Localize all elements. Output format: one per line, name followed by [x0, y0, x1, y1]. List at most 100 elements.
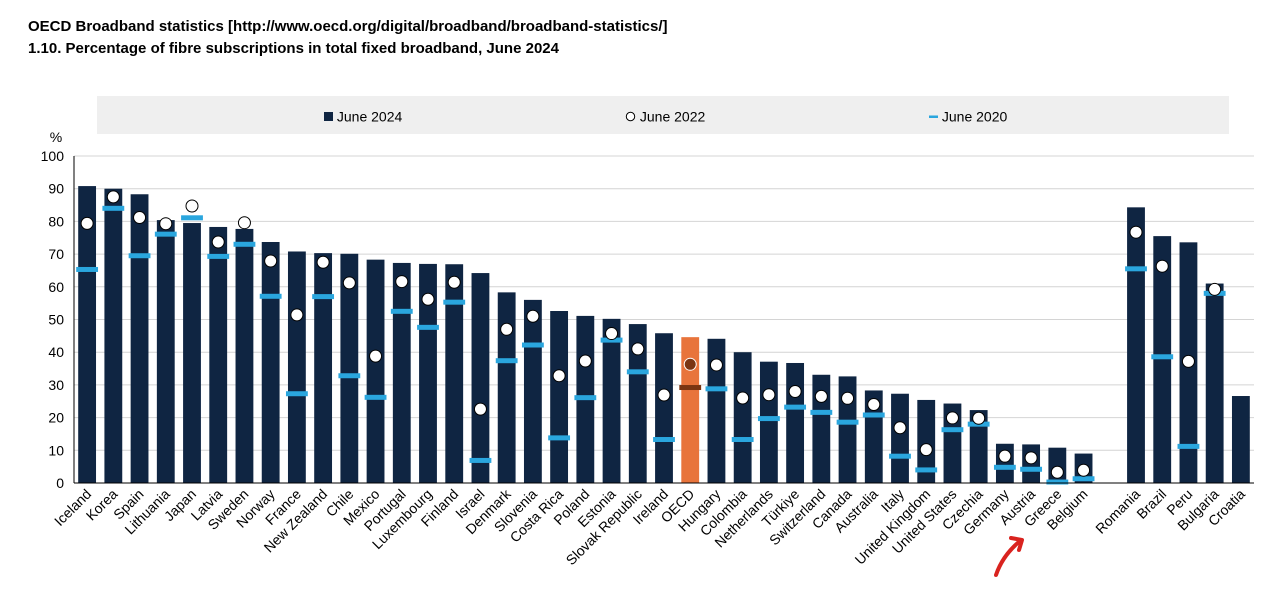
circle-2022-czechia	[972, 411, 986, 425]
bar-costa-rica	[550, 310, 569, 483]
circle-2022-latvia	[211, 235, 225, 249]
circle-2022-slovenia	[526, 309, 540, 323]
bar-norway	[261, 242, 280, 483]
circle-2022-germany	[998, 449, 1012, 463]
dash-2020-belgium	[1072, 476, 1095, 482]
circle-2022-italy	[893, 421, 907, 435]
dash-2020-france	[285, 391, 308, 397]
dash-2020-latvia	[207, 253, 230, 259]
dash-2020-australia	[862, 412, 885, 418]
dash-2020-japan	[181, 215, 203, 221]
bar-israel	[471, 273, 490, 483]
circle-2022-united-states	[945, 411, 959, 425]
circle-2022-spain	[133, 210, 147, 224]
circle-2022-luxembourg	[421, 292, 435, 306]
dash-2020-luxembourg	[417, 324, 439, 330]
x-label-brazil: Brazil	[1133, 486, 1169, 522]
bar-czechia	[969, 410, 988, 483]
bar-latvia	[209, 226, 228, 484]
y-tick-label-0: 0	[56, 475, 64, 491]
dash-2020-colombia	[731, 437, 754, 443]
circle-2022-romania	[1129, 225, 1143, 239]
bar-bulgaria	[1205, 283, 1224, 483]
circle-2022-sweden	[237, 216, 251, 230]
dash-2020-greece	[1046, 479, 1069, 485]
circle-2022-greece	[1050, 465, 1064, 479]
bar-france	[287, 251, 306, 483]
legend-bar-swatch	[324, 111, 333, 121]
circle-2022-netherlands	[762, 388, 776, 402]
y-tick-label-50: 50	[48, 312, 64, 328]
dash-2020-austria	[1020, 466, 1043, 472]
dash-2020-canada	[836, 419, 859, 425]
dash-2020-united-states	[941, 427, 964, 433]
circle-2022-lithuania	[159, 217, 173, 231]
dash-2020-chile	[338, 373, 361, 379]
bar-germany	[995, 443, 1014, 483]
legend: June 2024 June 2022 June 2020	[97, 96, 1229, 134]
bar-t-rkiye	[786, 362, 805, 483]
circle-2022-austria	[1024, 451, 1038, 465]
circle-2022-israel	[473, 402, 487, 416]
circle-2022-bulgaria	[1208, 282, 1222, 296]
bar-estonia	[602, 318, 621, 483]
dash-2020-t-rkiye	[784, 404, 807, 410]
dash-2020-israel	[469, 457, 492, 463]
circle-2022-denmark	[500, 322, 514, 336]
bar-netherlands	[759, 361, 778, 483]
circle-2022-norway	[264, 254, 278, 268]
dash-2020-oecd	[679, 385, 702, 391]
legend-dash-marker	[929, 115, 938, 118]
y-tick-label-100: 100	[41, 148, 65, 164]
circle-2022-brazil	[1155, 259, 1169, 273]
bar-switzerland	[812, 374, 831, 483]
dash-2020-germany	[993, 464, 1016, 470]
dash-2020-romania	[1125, 266, 1147, 272]
bar-iceland	[78, 186, 97, 484]
bar-slovenia	[523, 299, 542, 483]
dash-2020-netherlands	[757, 416, 780, 422]
y-tick-label-80: 80	[48, 213, 64, 229]
bar-portugal	[392, 262, 411, 483]
bar-united-states	[943, 403, 962, 483]
circle-2022-france	[290, 308, 304, 322]
dash-2020-united-kingdom	[915, 467, 938, 473]
y-tick-label-30: 30	[48, 377, 64, 393]
bar-ireland	[655, 333, 673, 483]
dash-2020-iceland	[76, 266, 99, 272]
bar-united-kingdom	[917, 399, 936, 483]
dash-2020-denmark	[495, 358, 518, 364]
annotation-arrow-head	[1009, 536, 1024, 552]
y-tick-label-40: 40	[48, 344, 64, 360]
y-tick-label-90: 90	[48, 181, 64, 197]
circle-2022-mexico	[369, 349, 383, 363]
dash-2020-sweden	[233, 241, 256, 247]
dash-2020-slovak-republic	[626, 369, 649, 375]
legend-label-june-2020: June 2020	[941, 108, 1008, 125]
legend-item-june-2024: June 2024	[324, 107, 402, 124]
bar-finland	[445, 264, 464, 483]
circle-2022-hungary	[709, 358, 723, 372]
bar-denmark	[497, 292, 516, 483]
dash-2020-korea	[102, 205, 125, 211]
circle-2022-korea	[106, 190, 120, 204]
circle-2022-slovak-republic	[631, 342, 645, 356]
circle-2022-new-zealand	[316, 255, 330, 269]
dash-2020-portugal	[390, 308, 413, 314]
chart-subtitle: 1.10. Percentage of fibre subscriptions …	[28, 40, 559, 57]
chart-title: OECD Broadband statistics [http://www.oe…	[28, 18, 668, 35]
circle-2022-united-kingdom	[919, 443, 933, 457]
dash-2020-italy	[889, 453, 911, 459]
circle-2022-portugal	[395, 275, 409, 289]
dash-2020-estonia	[600, 337, 623, 343]
legend-label-june-2024: June 2024	[336, 108, 403, 125]
dash-2020-slovenia	[521, 342, 544, 348]
legend-item-june-2020: June 2020	[929, 107, 1007, 124]
dash-2020-lithuania	[154, 231, 177, 237]
dash-2020-finland	[443, 299, 466, 305]
legend-circle-marker	[625, 111, 636, 121]
bar-croatia	[1231, 396, 1250, 483]
dash-2020-hungary	[705, 386, 728, 392]
circle-2022-switzerland	[814, 389, 828, 403]
